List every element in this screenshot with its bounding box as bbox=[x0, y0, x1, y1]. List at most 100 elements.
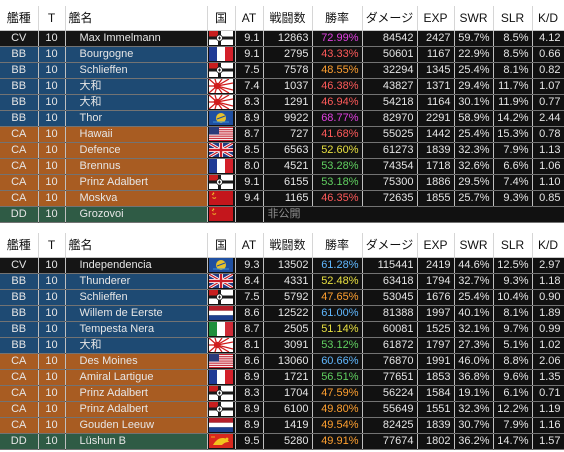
ship-name[interactable]: Moskva bbox=[65, 190, 208, 207]
player-row[interactable]: BB 10 大和 7.4 1037 46.38% 43827 1371 29.4% 11.7% 1.… bbox=[0, 78, 564, 95]
survival-loss-rate: 9.3% bbox=[493, 273, 533, 290]
battles-count: 727 bbox=[263, 126, 313, 143]
col-kd[interactable]: K/D bbox=[532, 233, 564, 258]
ship-name[interactable]: Bourgogne bbox=[65, 46, 208, 63]
player-row[interactable]: CA 10 Prinz Adalbert 9.1 6155 53.18% 75300 1886… bbox=[0, 174, 564, 191]
player-row[interactable]: CV 10 Max Immelmann 9.1 12863 72.99% 84542 2427… bbox=[0, 30, 564, 47]
col-at[interactable]: AT bbox=[235, 6, 264, 31]
win-rate: 46.35% bbox=[312, 190, 363, 207]
ship-name[interactable]: Prinz Adalbert bbox=[65, 174, 208, 191]
player-row[interactable]: BB 10 Thunderer 8.4 4331 52.48% 63418 1794 32.7%… bbox=[0, 273, 564, 290]
nation-cell bbox=[207, 433, 236, 450]
player-row[interactable]: DD 10 Grozovoi 非公開 bbox=[0, 206, 564, 223]
col-exp[interactable]: EXP bbox=[417, 6, 455, 31]
col-tier[interactable]: T bbox=[38, 233, 66, 258]
ship-tier: 10 bbox=[38, 158, 66, 175]
player-row[interactable]: BB 10 Bourgogne 9.1 2795 43.33% 50601 1167 22.9%… bbox=[0, 46, 564, 63]
player-row[interactable]: CA 10 Gouden Leeuw 8.9 1419 49.54% 82425 1839 30… bbox=[0, 417, 564, 434]
player-row[interactable]: CA 10 Des Moines 8.6 13060 60.66% 76870 1991 46.… bbox=[0, 353, 564, 370]
ship-name[interactable]: Willem de Eerste bbox=[65, 305, 208, 322]
col-ship-name[interactable]: 艦名 bbox=[65, 233, 208, 258]
ship-class: BB bbox=[0, 305, 39, 322]
col-slr[interactable]: SLR bbox=[493, 6, 533, 31]
player-row[interactable]: BB 10 Thor 8.9 9922 68.77% 82970 2291 58.9% 14.2%… bbox=[0, 110, 564, 127]
survival-loss-rate: 10.4% bbox=[493, 289, 533, 306]
ship-name[interactable]: Schlieffen bbox=[65, 289, 208, 306]
player-row[interactable]: CA 10 Hawaii 8.7 727 41.68% 55025 1442 25.4% 15.3… bbox=[0, 126, 564, 143]
header-row: 艦種 T 艦名 国 AT 戦闘数 勝率 ダメージ EXP SWR SLR K/D bbox=[0, 233, 564, 258]
col-slr[interactable]: SLR bbox=[493, 233, 533, 258]
ship-name[interactable]: Lüshun B bbox=[65, 433, 208, 450]
ship-name[interactable]: Max Immelmann bbox=[65, 30, 208, 47]
col-at[interactable]: AT bbox=[235, 233, 264, 258]
col-nation[interactable]: 国 bbox=[207, 6, 236, 31]
player-row[interactable]: BB 10 大和 8.1 3091 53.12% 61872 1797 27.3% 5.1% 1.0… bbox=[0, 337, 564, 354]
player-row[interactable]: CV 10 Independencia 9.3 13502 61.28% 115441 241… bbox=[0, 257, 564, 274]
ship-name[interactable]: Schlieffen bbox=[65, 62, 208, 79]
col-swr[interactable]: SWR bbox=[454, 6, 494, 31]
germany-flag bbox=[209, 289, 233, 304]
player-row[interactable]: CA 10 Amiral Lartigue 8.9 1721 56.51% 77651 185… bbox=[0, 369, 564, 386]
kill-death-ratio: 1.19 bbox=[532, 401, 564, 418]
ship-name[interactable]: 大和 bbox=[65, 94, 208, 111]
col-winrate[interactable]: 勝率 bbox=[312, 6, 363, 31]
ship-name[interactable]: Grozovoi bbox=[65, 206, 208, 223]
player-row[interactable]: BB 10 Schlieffen 7.5 7578 48.55% 32294 1345 25.4… bbox=[0, 62, 564, 79]
ship-class: CA bbox=[0, 401, 39, 418]
col-battles[interactable]: 戦闘数 bbox=[263, 6, 313, 31]
player-row[interactable]: BB 10 Schlieffen 7.5 5792 47.65% 53045 1676 25.4… bbox=[0, 289, 564, 306]
col-damage[interactable]: ダメージ bbox=[362, 6, 418, 31]
player-row[interactable]: BB 10 大和 8.3 1291 46.94% 54218 1164 30.1% 11.9% 0.… bbox=[0, 94, 564, 111]
at-value: 8.3 bbox=[235, 94, 264, 111]
col-tier[interactable]: T bbox=[38, 6, 66, 31]
ship-name[interactable]: Tempesta Nera bbox=[65, 321, 208, 338]
survival-loss-rate: 9.3% bbox=[493, 190, 533, 207]
ship-name[interactable]: Gouden Leeuw bbox=[65, 417, 208, 434]
ship-name[interactable]: Hawaii bbox=[65, 126, 208, 143]
player-row[interactable]: CA 10 Brennus 8.0 4521 53.28% 74354 1718 32.6% 6.… bbox=[0, 158, 564, 175]
ship-name[interactable]: Des Moines bbox=[65, 353, 208, 370]
player-row[interactable]: BB 10 Willem de Eerste 8.6 12522 61.00% 81388 1… bbox=[0, 305, 564, 322]
ship-name[interactable]: Amiral Lartigue bbox=[65, 369, 208, 386]
col-nation[interactable]: 国 bbox=[207, 233, 236, 258]
ship-name[interactable]: 大和 bbox=[65, 78, 208, 95]
ship-name[interactable]: 大和 bbox=[65, 337, 208, 354]
survival-win-rate: 32.7% bbox=[454, 273, 494, 290]
ship-name[interactable]: Prinz Adalbert bbox=[65, 385, 208, 402]
win-rate: 61.28% bbox=[312, 257, 363, 274]
avg-damage: 61872 bbox=[362, 337, 418, 354]
col-ship-name[interactable]: 艦名 bbox=[65, 6, 208, 31]
col-winrate[interactable]: 勝率 bbox=[312, 233, 363, 258]
at-value: 8.6 bbox=[235, 353, 264, 370]
player-row[interactable]: BB 10 Tempesta Nera 8.7 2505 51.14% 60081 1525 3… bbox=[0, 321, 564, 338]
player-row[interactable]: DD 10 Lüshun B 9.5 5280 49.91% 77674 1802 36.2% 1… bbox=[0, 433, 564, 450]
col-class[interactable]: 艦種 bbox=[0, 233, 39, 258]
panamerica-flag bbox=[209, 257, 233, 272]
ship-name[interactable]: Thunderer bbox=[65, 273, 208, 290]
avg-damage: 60081 bbox=[362, 321, 418, 338]
col-exp[interactable]: EXP bbox=[417, 233, 455, 258]
avg-exp: 1997 bbox=[417, 305, 455, 322]
col-damage[interactable]: ダメージ bbox=[362, 233, 418, 258]
win-rate: 46.94% bbox=[312, 94, 363, 111]
player-row[interactable]: CA 10 Defence 8.5 6563 52.60% 61273 1839 32.3% 7.… bbox=[0, 142, 564, 159]
col-kd[interactable]: K/D bbox=[532, 6, 564, 31]
ship-name[interactable]: Defence bbox=[65, 142, 208, 159]
player-row[interactable]: CA 10 Prinz Adalbert 8.9 6100 49.80% 55649 1551… bbox=[0, 401, 564, 418]
ship-name[interactable]: Thor bbox=[65, 110, 208, 127]
france-flag bbox=[209, 369, 233, 384]
ship-name[interactable]: Prinz Adalbert bbox=[65, 401, 208, 418]
survival-win-rate: 25.4% bbox=[454, 126, 494, 143]
kill-death-ratio: 0.71 bbox=[532, 385, 564, 402]
ship-name[interactable]: Brennus bbox=[65, 158, 208, 175]
avg-exp: 1886 bbox=[417, 174, 455, 191]
avg-exp: 1345 bbox=[417, 62, 455, 79]
player-row[interactable]: CA 10 Moskva 9.4 1165 46.35% 72635 1855 25.7% 9.3… bbox=[0, 190, 564, 207]
ship-name[interactable]: Independencia bbox=[65, 257, 208, 274]
col-class[interactable]: 艦種 bbox=[0, 6, 39, 31]
at-value: 8.6 bbox=[235, 305, 264, 322]
ship-tier: 10 bbox=[38, 46, 66, 63]
col-swr[interactable]: SWR bbox=[454, 233, 494, 258]
col-battles[interactable]: 戦闘数 bbox=[263, 233, 313, 258]
player-row[interactable]: CA 10 Prinz Adalbert 8.3 1704 47.59% 56224 1584… bbox=[0, 385, 564, 402]
